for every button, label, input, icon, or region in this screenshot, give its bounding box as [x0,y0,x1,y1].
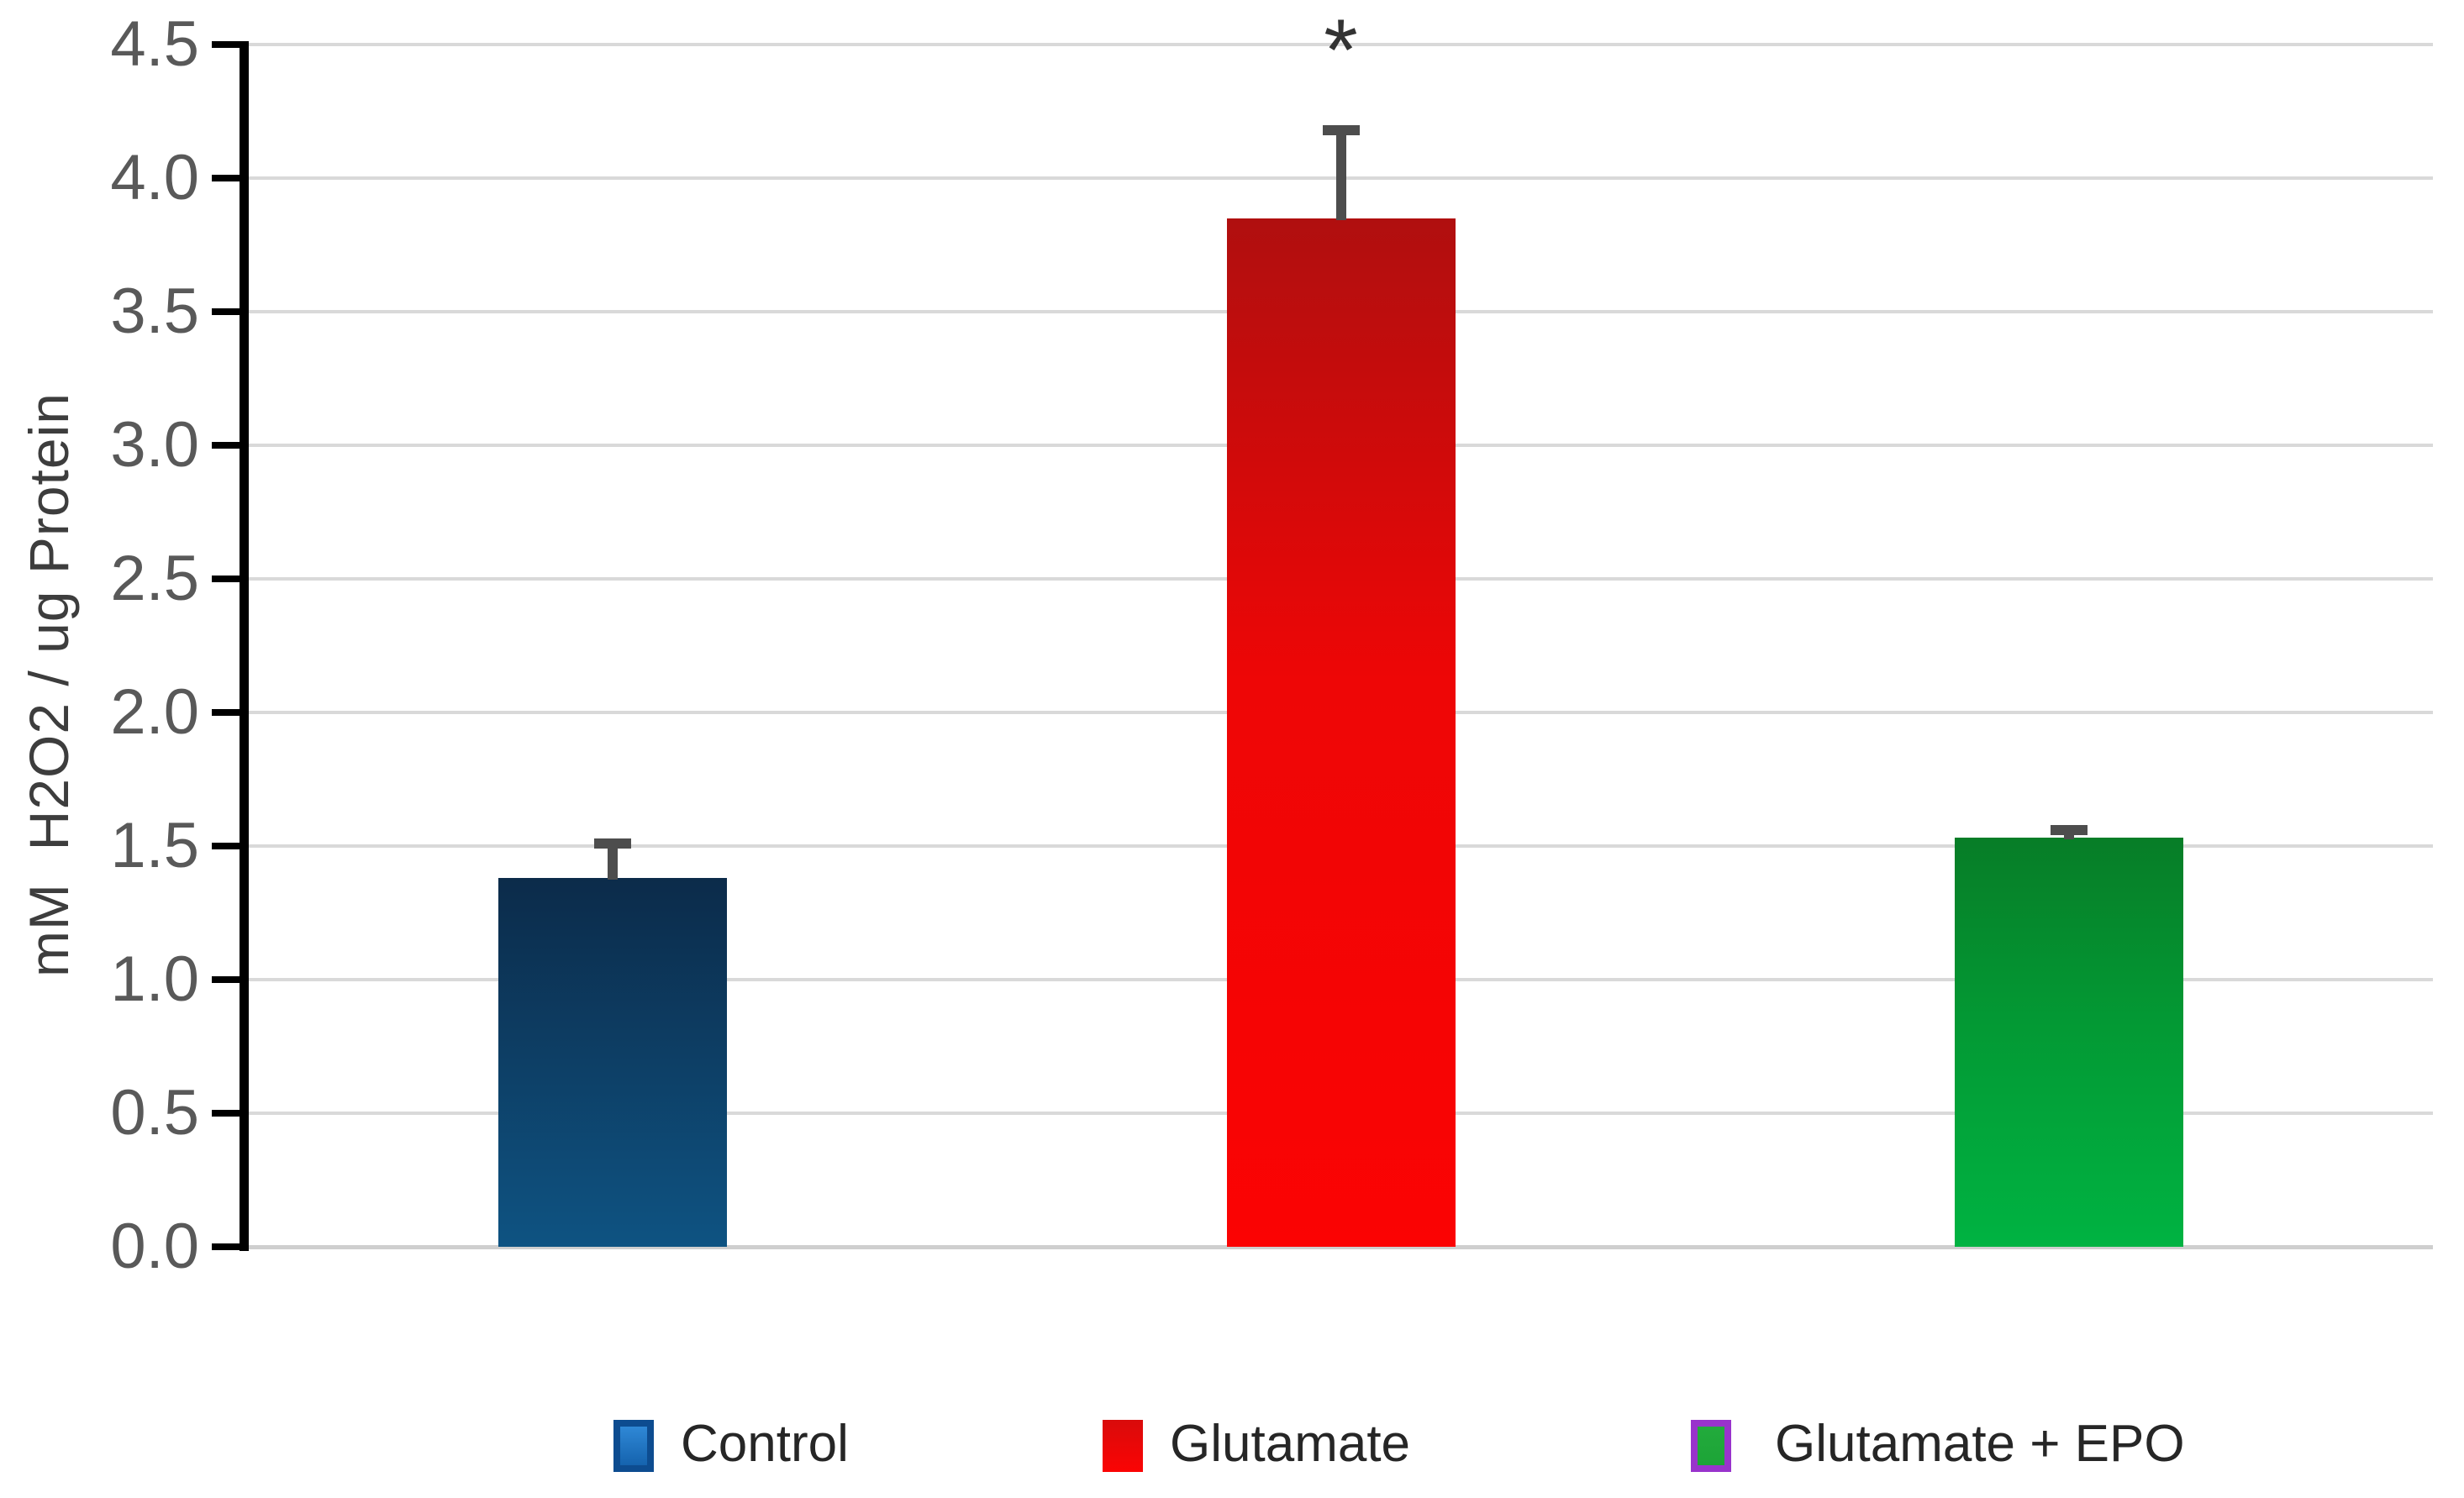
y-tick-2.5 [212,576,249,582]
y-axis-line [240,41,249,1251]
bar-control [498,878,728,1247]
y-tick-1.5 [212,843,249,849]
y-tick-label-4.5: 4.5 [110,8,199,80]
y-tick-4.0 [212,175,249,181]
y-tick-label-1.5: 1.5 [110,810,199,881]
gridline-0.0 [249,1245,2433,1249]
legend-label-glutamate: Glutamate [1170,1415,1411,1473]
y-tick-label-3.0: 3.0 [110,409,199,481]
error-bar-cap-glutamate-epo [2050,824,2088,835]
error-bar-control [608,843,619,880]
y-tick-label-1.0: 1.0 [110,943,199,1015]
legend-label-control: Control [681,1415,849,1473]
y-tick-label-2.5: 2.5 [110,543,199,614]
error-bar-cap-control [594,838,632,849]
y-tick-3.0 [212,442,249,449]
error-bar-cap-glutamate [1322,124,1360,135]
legend-swatch-control [613,1420,654,1472]
error-bar-glutamate [1335,129,1346,220]
bar-glutamate-epo [1954,838,2183,1247]
legend-swatch-glutamate [1103,1420,1143,1472]
y-tick-0.5 [212,1110,249,1117]
y-tick-4.5 [212,41,249,48]
y-tick-0.0 [212,1243,249,1250]
y-tick-label-4.0: 4.0 [110,142,199,213]
y-tick-1.0 [212,976,249,983]
y-tick-label-0.0: 0.0 [110,1211,199,1282]
significance-asterisk-glutamate: * [1324,1,1358,99]
y-tick-2.0 [212,709,249,716]
legend-label-glutamate-epo: Glutamate + EPO [1775,1415,2185,1473]
y-tick-label-2.0: 2.0 [110,676,199,748]
gridline-4.5 [249,43,2433,46]
y-tick-label-3.5: 3.5 [110,276,199,347]
y-tick-label-0.5: 0.5 [110,1077,199,1148]
legend-swatch-glutamate-epo [1691,1420,1731,1472]
bar-glutamate [1226,218,1456,1247]
y-tick-3.5 [212,308,249,315]
